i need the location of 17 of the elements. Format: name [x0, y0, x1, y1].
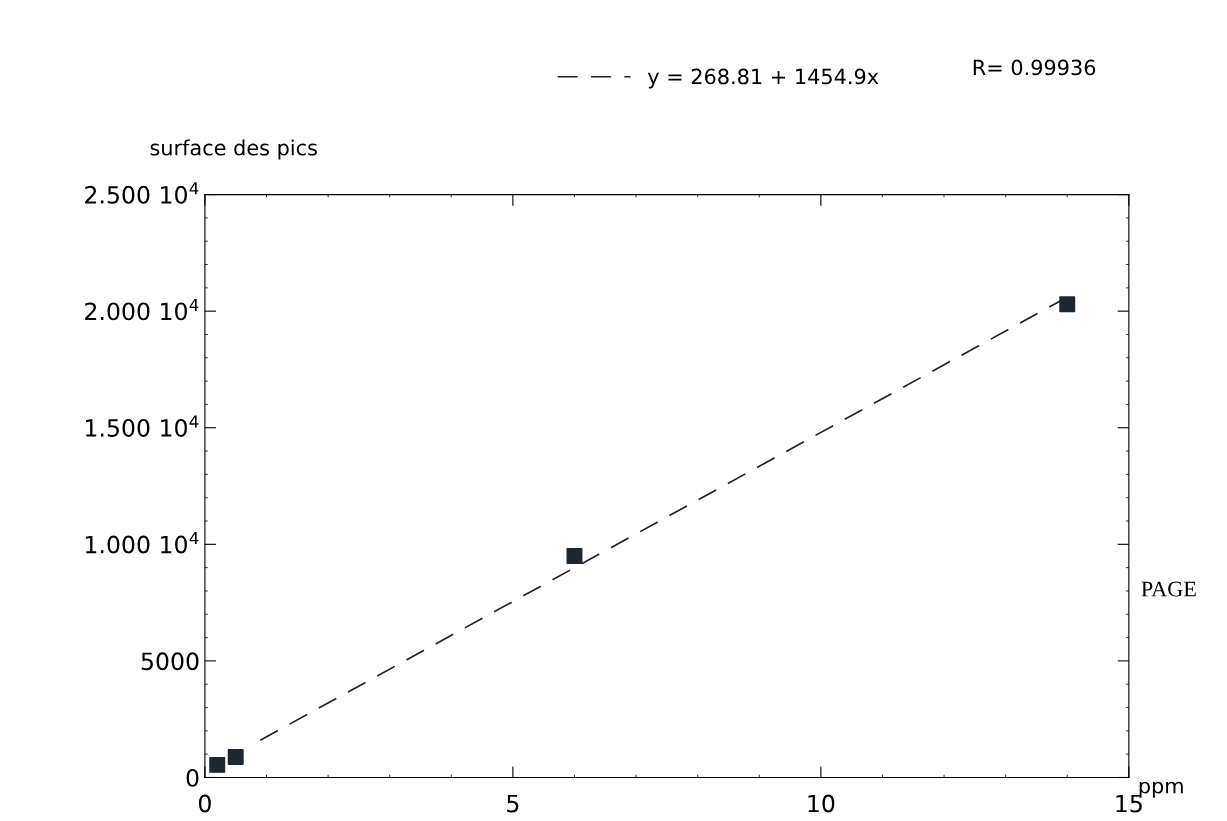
y-axis-title: surface des pics	[150, 139, 317, 160]
legend-label: y = 268.81 + 1454.9x	[647, 68, 879, 89]
x-tick-label: 10	[808, 794, 835, 813]
y-tick-label: 1.000 10$^{4}$	[86, 532, 199, 554]
x-tick-label: 0	[198, 794, 211, 813]
point	[209, 756, 226, 773]
y-tick-label: 0	[186, 768, 199, 787]
point	[1059, 296, 1076, 313]
y-tick-label: 1.500 10$^{4}$	[86, 415, 199, 437]
y-tick-label: 2.000 10$^{4}$	[85, 298, 199, 321]
y-tick-label: 2.500 10$^{4}$	[85, 182, 199, 204]
point	[227, 748, 244, 765]
point	[566, 548, 583, 564]
text: PAGE	[1141, 581, 1196, 597]
y-tick-label: 5000	[141, 652, 199, 671]
x-tick-label: 5	[507, 794, 519, 813]
text: R= 0.99936	[973, 59, 1096, 76]
